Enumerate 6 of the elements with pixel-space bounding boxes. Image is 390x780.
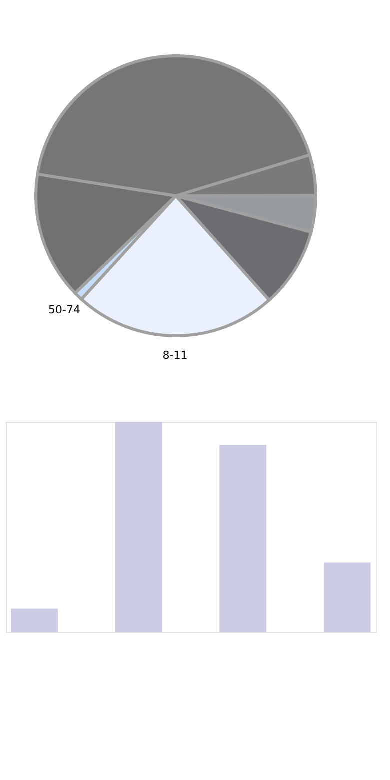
bar xyxy=(115,422,162,632)
bar xyxy=(220,445,267,632)
bar xyxy=(11,608,58,632)
slice-label: 8-11 xyxy=(162,349,188,362)
bar xyxy=(324,562,371,632)
slice-label: 50-74 xyxy=(48,304,80,317)
